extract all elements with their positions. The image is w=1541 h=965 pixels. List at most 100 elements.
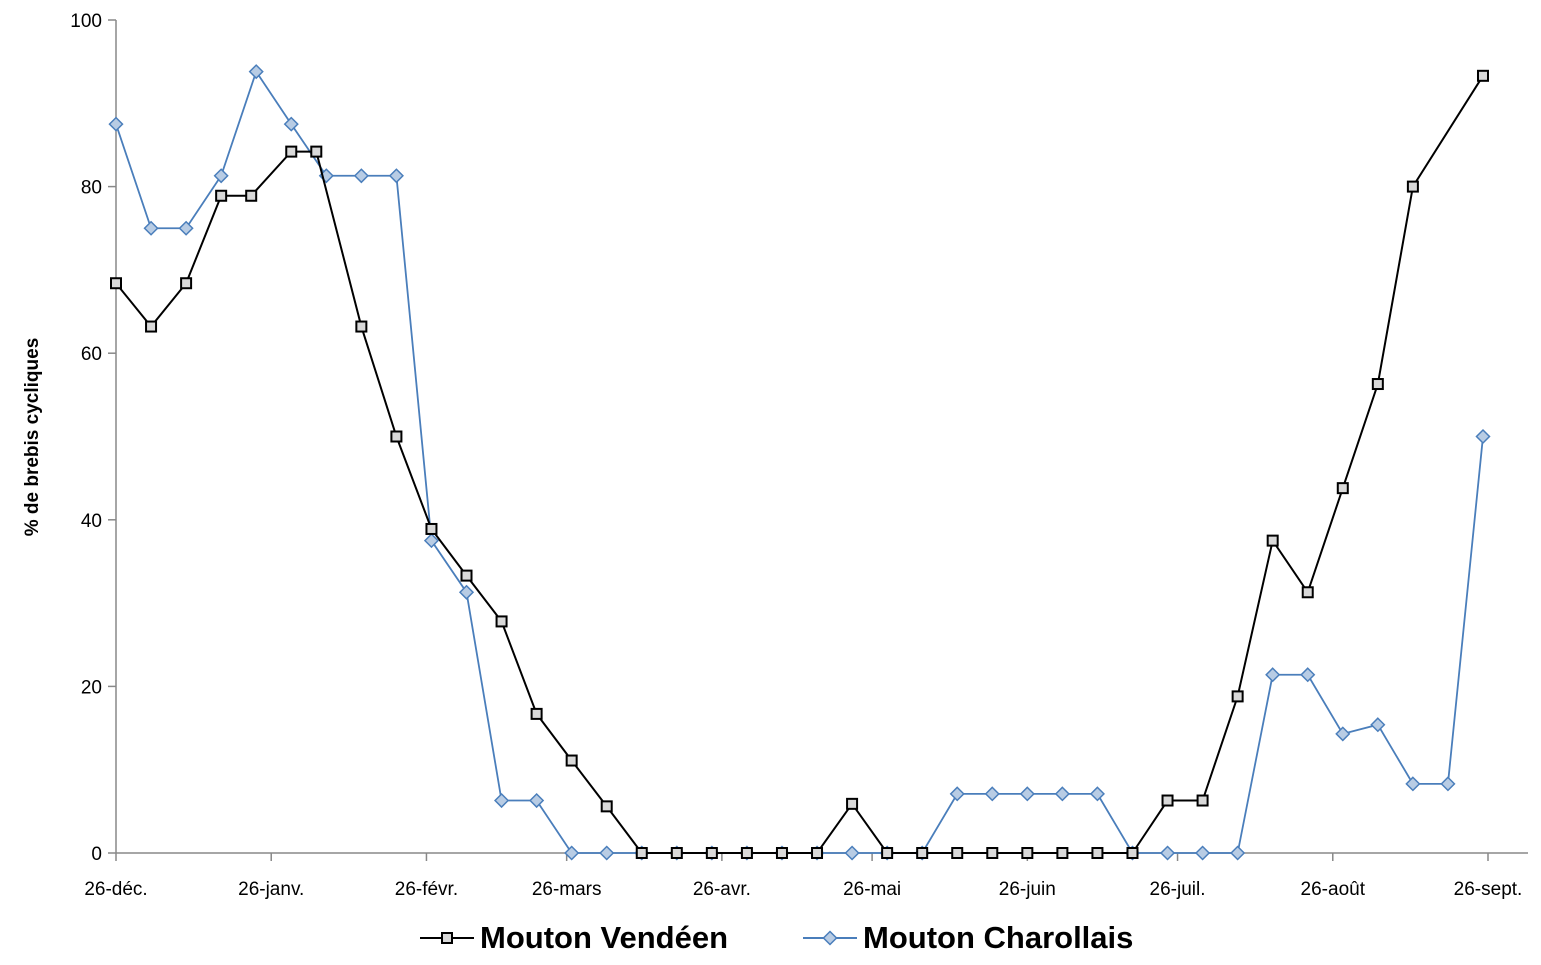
series-vendeen: [110, 69, 1489, 859]
y-tick-label: 60: [81, 344, 102, 365]
data-point-charollais: [353, 168, 369, 184]
data-point-vendeen: [740, 847, 753, 859]
data-point-vendeen: [1021, 847, 1034, 859]
data-point-charollais: [1405, 776, 1421, 792]
data-point-vendeen: [390, 430, 403, 443]
y-tick-label: 40: [81, 511, 102, 532]
data-point-charollais: [458, 584, 475, 600]
data-point-vendeen: [180, 277, 193, 290]
data-point-vendeen: [215, 189, 228, 202]
data-point-vendeen: [355, 320, 368, 333]
data-point-charollais: [108, 116, 124, 132]
legend-marker-icon: [822, 930, 838, 946]
x-tick-label: 26-sept.: [1454, 879, 1523, 900]
data-point-vendeen: [1266, 534, 1279, 547]
x-tick-label: 26-juin: [999, 879, 1056, 900]
data-point-vendeen: [916, 847, 929, 859]
legend-label: Mouton Vendéen: [480, 920, 728, 955]
x-tick-label: 26-mai: [843, 879, 901, 900]
legend-marker-icon: [441, 932, 453, 944]
series-line-charollais: [115, 69, 1484, 854]
y-tick-label: 0: [91, 844, 102, 865]
data-point-vendeen: [670, 847, 683, 859]
data-point-charollais: [1440, 776, 1456, 792]
data-point-vendeen: [245, 189, 258, 202]
series-layer: [108, 64, 1491, 861]
x-tick-label: 26-juil.: [1150, 879, 1206, 900]
data-point-vendeen: [881, 847, 894, 859]
legend-label: Mouton Charollais: [863, 920, 1133, 955]
legend-item-charollais: Mouton Charollais: [803, 920, 1133, 955]
data-point-vendeen: [705, 847, 718, 859]
data-point-vendeen: [565, 754, 578, 767]
x-tick-label: 26-août: [1301, 879, 1366, 900]
data-point-vendeen: [1126, 847, 1139, 859]
data-point-vendeen: [1336, 482, 1349, 495]
legend: Mouton Vendéen Mouton Charollais: [420, 920, 1133, 955]
data-point-charollais: [1370, 717, 1386, 733]
data-point-charollais: [1475, 428, 1491, 445]
y-tick-label: 100: [70, 11, 102, 32]
data-point-vendeen: [310, 145, 323, 158]
data-point-charollais: [423, 533, 440, 549]
data-point-vendeen: [1056, 847, 1069, 859]
x-tick-label: 26-avr.: [693, 879, 751, 900]
data-point-charollais: [1335, 726, 1351, 742]
data-point-vendeen: [285, 145, 298, 158]
x-tick-label: 26-janv.: [238, 879, 304, 900]
data-point-charollais: [984, 786, 1000, 802]
data-point-charollais: [213, 168, 229, 184]
x-axis-ticks: 26-déc. 26-janv. 26-févr. 26-mars 26-avr. 26-…: [84, 853, 1522, 900]
data-point-charollais: [949, 786, 965, 802]
data-point-charollais: [248, 64, 264, 80]
data-point-charollais: [529, 792, 545, 809]
data-point-vendeen: [951, 847, 964, 859]
data-point-charollais: [178, 220, 194, 236]
data-point-vendeen: [1476, 69, 1489, 82]
data-point-vendeen: [986, 847, 999, 859]
legend-item-vendeen: Mouton Vendéen: [420, 920, 728, 955]
data-point-vendeen: [1161, 794, 1174, 807]
data-point-charollais: [1054, 786, 1070, 802]
data-point-charollais: [564, 845, 580, 861]
y-axis-title: % de brebis cycliques: [22, 338, 43, 537]
data-point-charollais: [143, 220, 159, 236]
data-point-vendeen: [1406, 180, 1419, 193]
data-point-charollais: [1230, 845, 1246, 861]
data-point-charollais: [1265, 667, 1281, 683]
data-point-charollais: [1089, 786, 1105, 802]
series-charollais: [108, 64, 1491, 861]
data-point-charollais: [1300, 667, 1316, 683]
data-point-charollais: [599, 845, 615, 861]
data-point-vendeen: [1231, 690, 1244, 703]
data-point-vendeen: [635, 847, 648, 859]
data-point-vendeen: [495, 615, 508, 628]
x-tick-label: 26-déc.: [84, 879, 147, 900]
y-axis-ticks: 0 20 40 60 80 100: [70, 11, 116, 865]
data-point-charollais: [844, 845, 860, 861]
data-point-charollais: [1019, 786, 1035, 802]
data-point-charollais: [494, 792, 510, 809]
data-point-charollais: [283, 116, 299, 132]
y-tick-label: 20: [81, 677, 102, 698]
data-point-vendeen: [145, 320, 158, 333]
data-point-vendeen: [1196, 794, 1209, 807]
x-tick-label: 26-févr.: [395, 879, 458, 900]
data-point-vendeen: [1371, 378, 1384, 391]
data-point-charollais: [1195, 845, 1211, 861]
data-point-vendeen: [460, 569, 473, 582]
data-point-charollais: [1159, 845, 1176, 861]
series-line-vendeen: [115, 75, 1484, 854]
data-point-vendeen: [530, 707, 543, 720]
data-point-vendeen: [775, 847, 788, 859]
data-point-vendeen: [1091, 847, 1104, 859]
data-point-charollais: [388, 168, 404, 184]
axes: [115, 20, 1528, 854]
y-tick-label: 80: [81, 178, 102, 199]
data-point-vendeen: [1301, 586, 1314, 599]
data-point-vendeen: [425, 522, 438, 535]
data-point-vendeen: [846, 797, 859, 810]
data-point-vendeen: [811, 847, 824, 859]
data-point-vendeen: [600, 800, 613, 813]
